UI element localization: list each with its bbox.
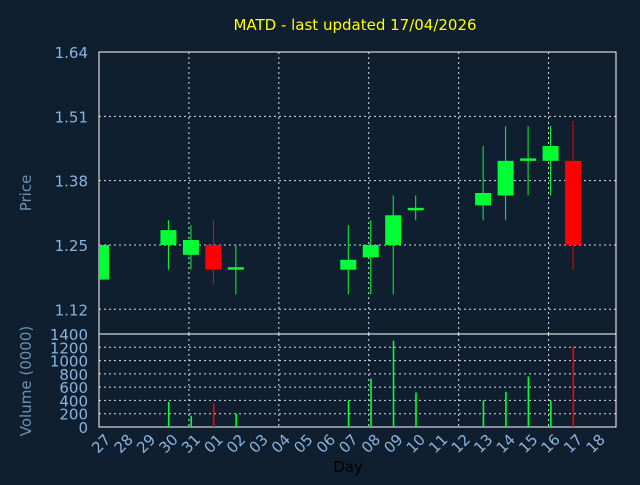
candle-15 — [520, 126, 537, 196]
price-tick-label: 1.12 — [55, 301, 88, 319]
volume-bar-17 — [572, 345, 575, 427]
candle-14 — [497, 126, 514, 221]
volume-bar-10 — [415, 392, 417, 427]
candle-27 — [99, 244, 109, 280]
candle-body — [385, 215, 402, 245]
volume-bar-01 — [212, 403, 215, 427]
volume-tick-label: 0 — [78, 419, 88, 437]
volume-tick-label: 1200 — [50, 339, 88, 357]
volume-bar-13 — [482, 400, 485, 427]
price-tick-label: 1.51 — [55, 108, 88, 126]
candle-body — [340, 259, 357, 270]
volume-bar-30 — [167, 401, 170, 427]
candle-13 — [475, 146, 492, 221]
candle-01 — [205, 220, 222, 285]
volume-bar-07 — [347, 400, 350, 427]
volume-tick-label: 600 — [59, 379, 88, 397]
price-plot-frame — [98, 51, 617, 335]
x-ticks: 2728293031010203040506070809101112131415… — [88, 431, 609, 457]
price-axis-label: Price — [17, 175, 35, 212]
price-panel: 1.64 1.51 1.38 1.25 1.12 Price — [17, 44, 617, 335]
candle-body — [182, 240, 199, 255]
volume-tick-label: 800 — [59, 366, 88, 384]
candle-body — [475, 193, 492, 206]
volume-bar-02 — [235, 413, 237, 427]
candle-body — [407, 207, 424, 211]
volume-bars — [167, 340, 575, 427]
candle-body — [542, 146, 559, 161]
candle-17 — [565, 121, 582, 270]
candle-body — [497, 160, 514, 196]
candle-09 — [385, 195, 402, 295]
volume-tick-label: 1400 — [50, 326, 88, 344]
candle-body — [520, 158, 537, 161]
candle-body — [565, 160, 582, 245]
candle-08 — [362, 220, 379, 295]
volume-bar-08 — [370, 378, 372, 427]
volume-bar-31 — [190, 415, 193, 427]
candle-30 — [160, 220, 177, 270]
x-tick-label: 18 — [583, 431, 609, 457]
volume-tick-label: 400 — [59, 392, 88, 410]
volume-axis-label: Volume (0000) — [17, 326, 35, 436]
volume-bar-15 — [527, 376, 530, 427]
candle-10 — [407, 195, 424, 221]
x-axis-label: Day — [333, 458, 363, 476]
volume-tick-label: 1000 — [50, 353, 88, 371]
volume-grid — [99, 334, 616, 427]
candle-02 — [227, 244, 244, 295]
candle-16 — [542, 126, 559, 196]
candle-body — [227, 267, 244, 270]
volume-bar-16 — [550, 401, 552, 427]
price-y-ticks: 1.64 1.51 1.38 1.25 1.12 — [55, 44, 88, 319]
volume-tick-label: 200 — [59, 406, 88, 424]
volume-bar-14 — [505, 391, 507, 427]
volume-bar-09 — [392, 340, 395, 427]
candle-body — [99, 244, 109, 280]
chart-title: MATD - last updated 17/04/2026 — [233, 16, 476, 34]
candle-body — [205, 244, 222, 270]
price-tick-label: 1.64 — [55, 44, 88, 62]
candle-07 — [340, 225, 357, 295]
candle-body — [160, 230, 177, 245]
volume-plot-frame — [98, 333, 617, 428]
price-tick-label: 1.38 — [55, 173, 88, 191]
candle-body — [362, 244, 379, 258]
candle-31 — [182, 225, 199, 270]
price-tick-label: 1.25 — [55, 237, 88, 255]
candles — [99, 121, 582, 295]
